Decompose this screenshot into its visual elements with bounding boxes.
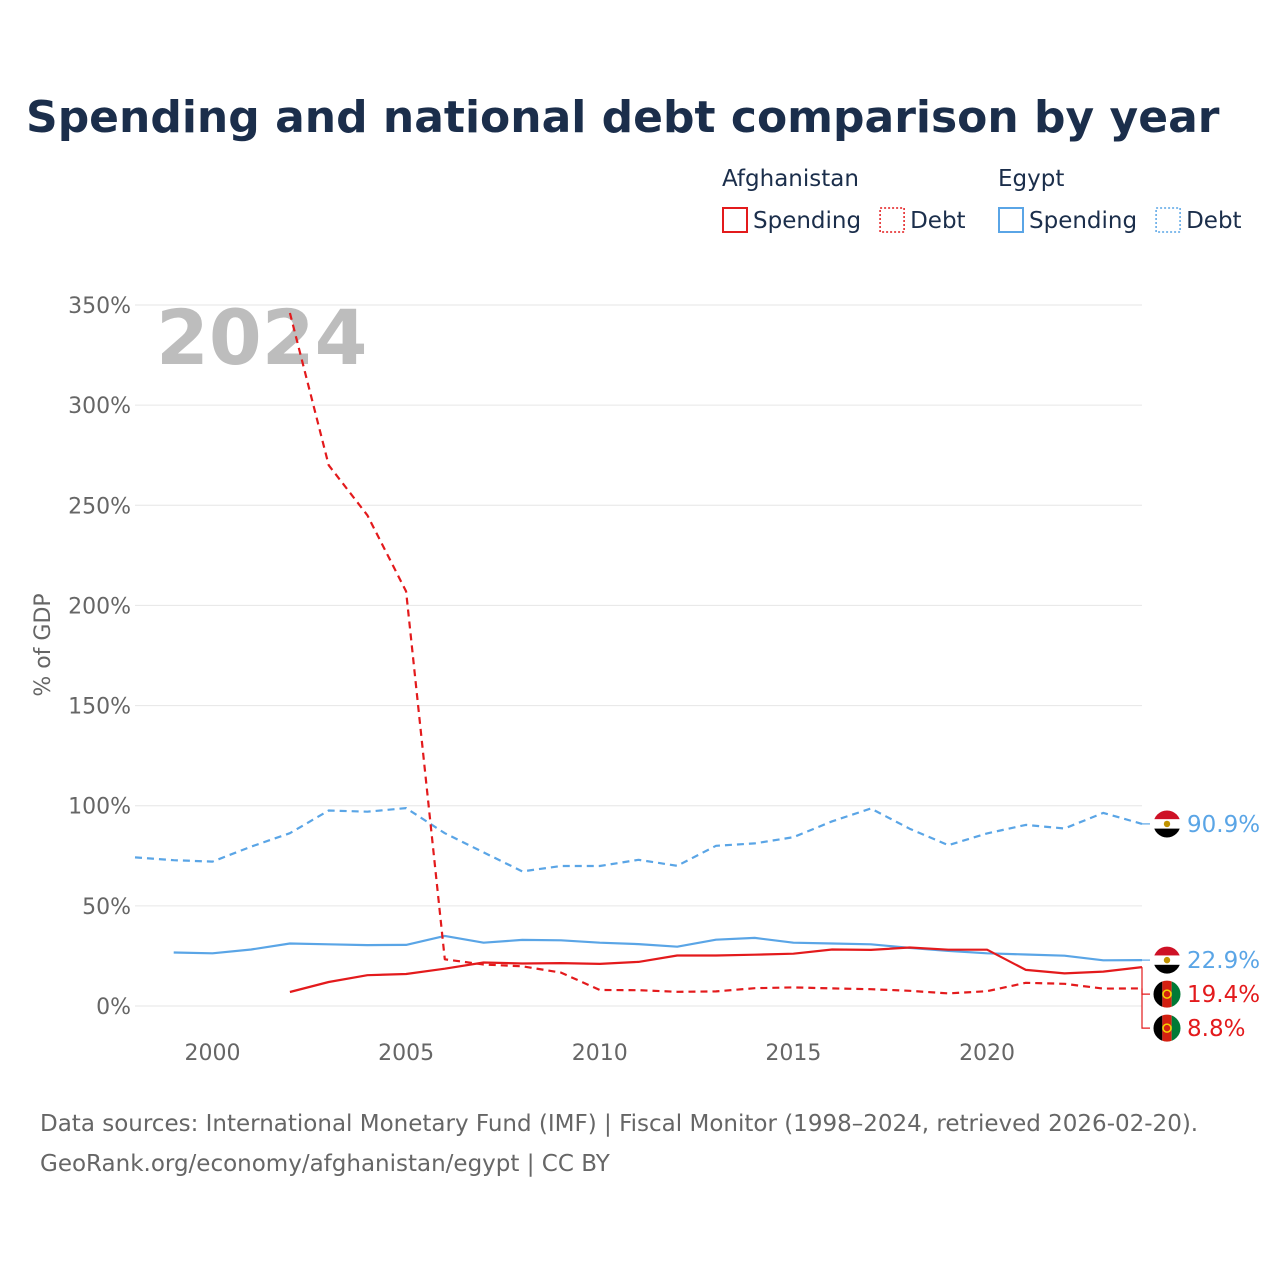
year-overlay: 2024	[156, 293, 368, 382]
x-tick-label: 2005	[378, 1041, 434, 1066]
y-tick-label: 250%	[68, 494, 131, 519]
legend-swatch-spending	[998, 207, 1024, 233]
end-label-afghanistan-debt: 8.8%	[1187, 1016, 1245, 1042]
y-tick-label: 50%	[82, 895, 131, 920]
gridlines	[135, 304, 1142, 1007]
legend-swatch-debt	[1155, 207, 1181, 233]
x-tick-label: 2010	[572, 1041, 628, 1066]
y-axis-label: % of GDP	[31, 593, 56, 696]
legend-group-afghanistan: Afghanistan	[722, 166, 859, 192]
legend-group-egypt: Egypt	[998, 166, 1064, 192]
legend-label-debt[interactable]: Debt	[910, 208, 965, 234]
legend: Afghanistan Spending Debt Egypt Spending Debt	[722, 166, 1242, 234]
afghanistan-flag-icon	[1152, 1013, 1182, 1043]
x-axis-ticks: 2000 2005 2010 2015 2020	[184, 1041, 1015, 1066]
series-line-afghanistan-debt	[288, 312, 1143, 995]
y-tick-label: 300%	[68, 394, 131, 419]
series-line-egypt-debt	[134, 806, 1143, 873]
egypt-flag-icon	[1152, 809, 1182, 839]
end-label-afghanistan-spending: 19.4%	[1187, 982, 1260, 1008]
end-connector-afghanistan-spending	[1141, 967, 1150, 995]
legend-swatch-spending	[722, 207, 748, 233]
legend-label-spending[interactable]: Spending	[1029, 208, 1137, 234]
y-tick-label: 0%	[96, 995, 131, 1020]
y-tick-label: 150%	[68, 695, 131, 720]
end-label-egypt-spending: 22.9%	[1187, 948, 1260, 974]
end-labels: 90.9% 22.9% 19.4% 8.8%	[1141, 809, 1260, 1043]
y-axis-ticks: 0% 50% 100% 150% 200% 250% 300% 350%	[68, 294, 131, 1020]
x-tick-label: 2020	[959, 1041, 1015, 1066]
end-connector-afghanistan-debt	[1141, 988, 1150, 1029]
y-tick-label: 100%	[68, 795, 131, 820]
y-tick-label: 350%	[68, 294, 131, 319]
x-tick-label: 2015	[765, 1041, 821, 1066]
x-tick-label: 2000	[184, 1041, 240, 1066]
y-tick-label: 200%	[68, 594, 131, 619]
afghanistan-flag-icon	[1152, 979, 1182, 1009]
series-line-afghanistan-spending	[289, 946, 1143, 994]
end-label-egypt-debt: 90.9%	[1187, 812, 1260, 838]
footer-credit: GeoRank.org/economy/afghanistan/egypt | …	[40, 1151, 611, 1177]
footer-source: Data sources: International Monetary Fun…	[40, 1111, 1198, 1137]
series-line-egypt-spending	[173, 934, 1143, 962]
chart-title: Spending and national debt comparison by…	[26, 92, 1220, 143]
egypt-flag-icon	[1152, 945, 1182, 975]
legend-swatch-debt	[879, 207, 905, 233]
legend-label-debt[interactable]: Debt	[1186, 208, 1241, 234]
legend-label-spending[interactable]: Spending	[753, 208, 861, 234]
series-lines	[134, 312, 1143, 995]
